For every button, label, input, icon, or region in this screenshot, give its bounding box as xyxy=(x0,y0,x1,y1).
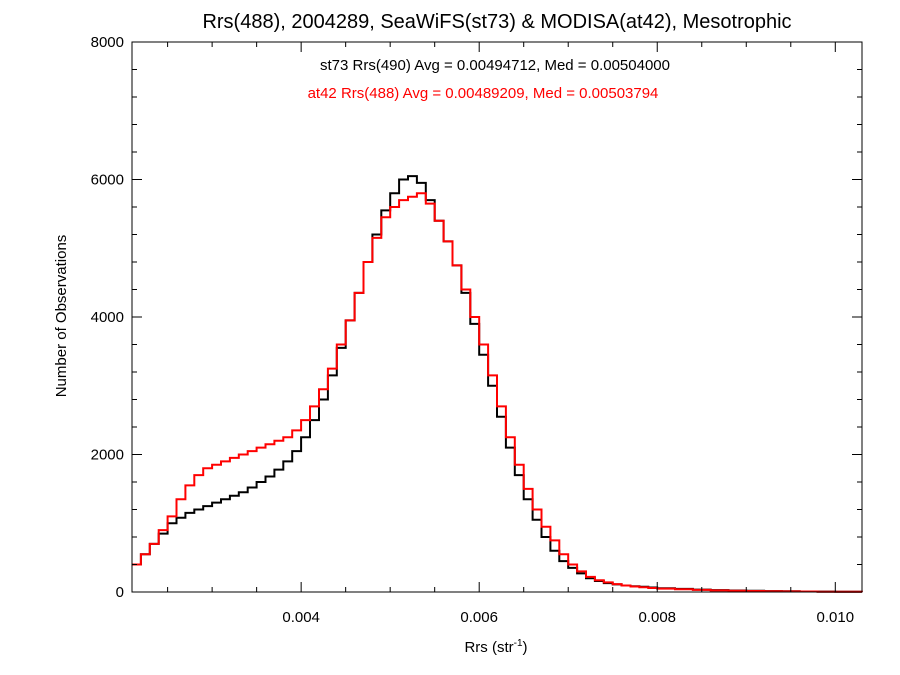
x-tick-label: 0.008 xyxy=(638,609,676,626)
y-tick-label: 2000 xyxy=(91,447,124,464)
y-tick-label: 0 xyxy=(116,584,124,601)
y-axis-label: Number of Observations xyxy=(53,235,70,398)
x-tick-label: 0.006 xyxy=(460,609,498,626)
x-axis-label: Rrs (str-1) xyxy=(464,638,527,656)
series-at42-line xyxy=(132,192,863,593)
x-axis-label-close: ) xyxy=(523,639,528,656)
legend-entry-at42: at42 Rrs(488) Avg = 0.00489209, Med = 0.… xyxy=(308,85,659,102)
y-tick-label: 8000 xyxy=(91,34,124,51)
x-axis-label-main: Rrs (str xyxy=(464,639,513,656)
x-tick-label: 0.010 xyxy=(817,609,855,626)
x-axis-label-sup: -1 xyxy=(514,638,523,649)
plot-axes: 0.004 0.006 0.008 0.010 0 2000 4000 6000 8000 xyxy=(91,34,863,626)
plot-frame xyxy=(131,41,863,593)
x-tick-label: 0.004 xyxy=(282,609,320,626)
plot-curves xyxy=(132,175,863,593)
legend-entry-st73: st73 Rrs(490) Avg = 0.00494712, Med = 0.… xyxy=(320,57,670,74)
y-tick-label: 6000 xyxy=(91,172,124,189)
y-tick-label: 4000 xyxy=(91,309,124,326)
chart-title: Rrs(488), 2004289, SeaWiFS(st73) & MODIS… xyxy=(202,11,791,33)
